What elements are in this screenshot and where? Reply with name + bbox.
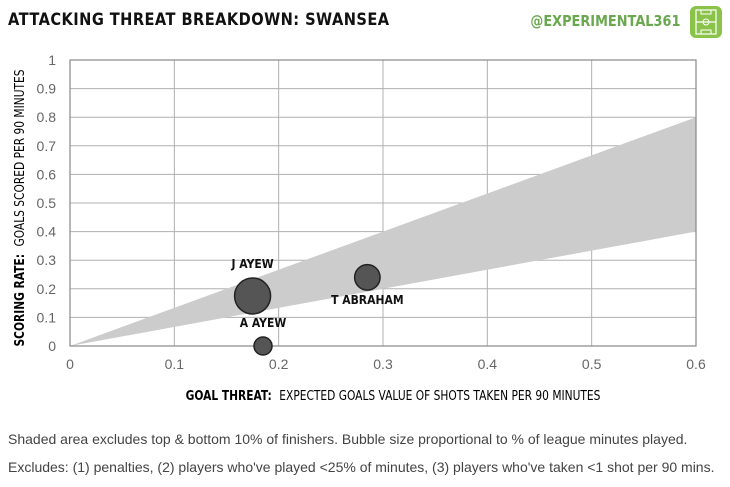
x-tick-label: 0.1 [165, 356, 185, 372]
x-tick-label: 0.2 [269, 356, 289, 372]
chart-title: ATTACKING THREAT BREAKDOWN: SWANSEA [8, 10, 390, 30]
bubble-j-ayew [233, 277, 272, 315]
x-axis-label-text: EXPECTED GOALS VALUE OF SHOTS TAKEN PER … [279, 388, 600, 403]
y-tick-label: 0.4 [37, 224, 57, 240]
x-axis-label-bold: GOAL THREAT: [186, 388, 272, 403]
bubble-t-abraham [353, 263, 381, 291]
footnote-1: Shaded area excludes top & bottom 10% of… [8, 431, 688, 447]
y-tick-label: 1 [48, 52, 56, 68]
y-tick-label: 0.7 [37, 138, 57, 154]
bubble-label: J AYEW [231, 256, 275, 271]
bubble-label: A AYEW [240, 315, 287, 330]
plot-frame [69, 59, 697, 347]
y-tick-label: 0.3 [37, 252, 57, 268]
x-tick-label: 0 [66, 356, 74, 372]
pitch-logo-icon [690, 6, 722, 38]
y-tick-label: 0.1 [37, 309, 57, 325]
y-axis-label-text: GOALS SCORED PER 90 MINUTES [12, 69, 27, 246]
bubble-label: T ABRAHAM [331, 293, 403, 308]
y-tick-label: 0.5 [37, 195, 57, 211]
y-axis-label-bold: SCORING RATE: [12, 254, 27, 346]
y-tick-label: 0.6 [37, 166, 57, 182]
x-tick-label: 0.5 [582, 356, 602, 372]
y-axis-label: SCORING RATE: GOALS SCORED PER 90 MINUTE… [12, 69, 27, 346]
finisher-band [70, 117, 696, 346]
twitter-handle: @EXPERIMENTAL361 [529, 12, 680, 30]
footnote-2: Excludes: (1) penalties, (2) players who… [8, 459, 715, 475]
x-axis-label: GOAL THREAT: EXPECTED GOALS VALUE OF SHO… [186, 388, 601, 403]
x-tick-label: 0.6 [686, 356, 706, 372]
y-tick-label: 0 [48, 338, 56, 354]
y-tick-label: 0.2 [37, 281, 57, 297]
y-tick-label: 0.9 [37, 81, 57, 97]
x-tick-label: 0.3 [373, 356, 393, 372]
bubble-a-ayew [253, 336, 273, 356]
scatter-chart: 0 0.1 0.2 0.3 0.4 0.5 0.6 0 0.1 0.2 0.3 0.4 0.5 0.6 0.… [12, 52, 706, 403]
x-tick-label: 0.4 [478, 356, 498, 372]
y-tick-label: 0.8 [37, 109, 57, 125]
